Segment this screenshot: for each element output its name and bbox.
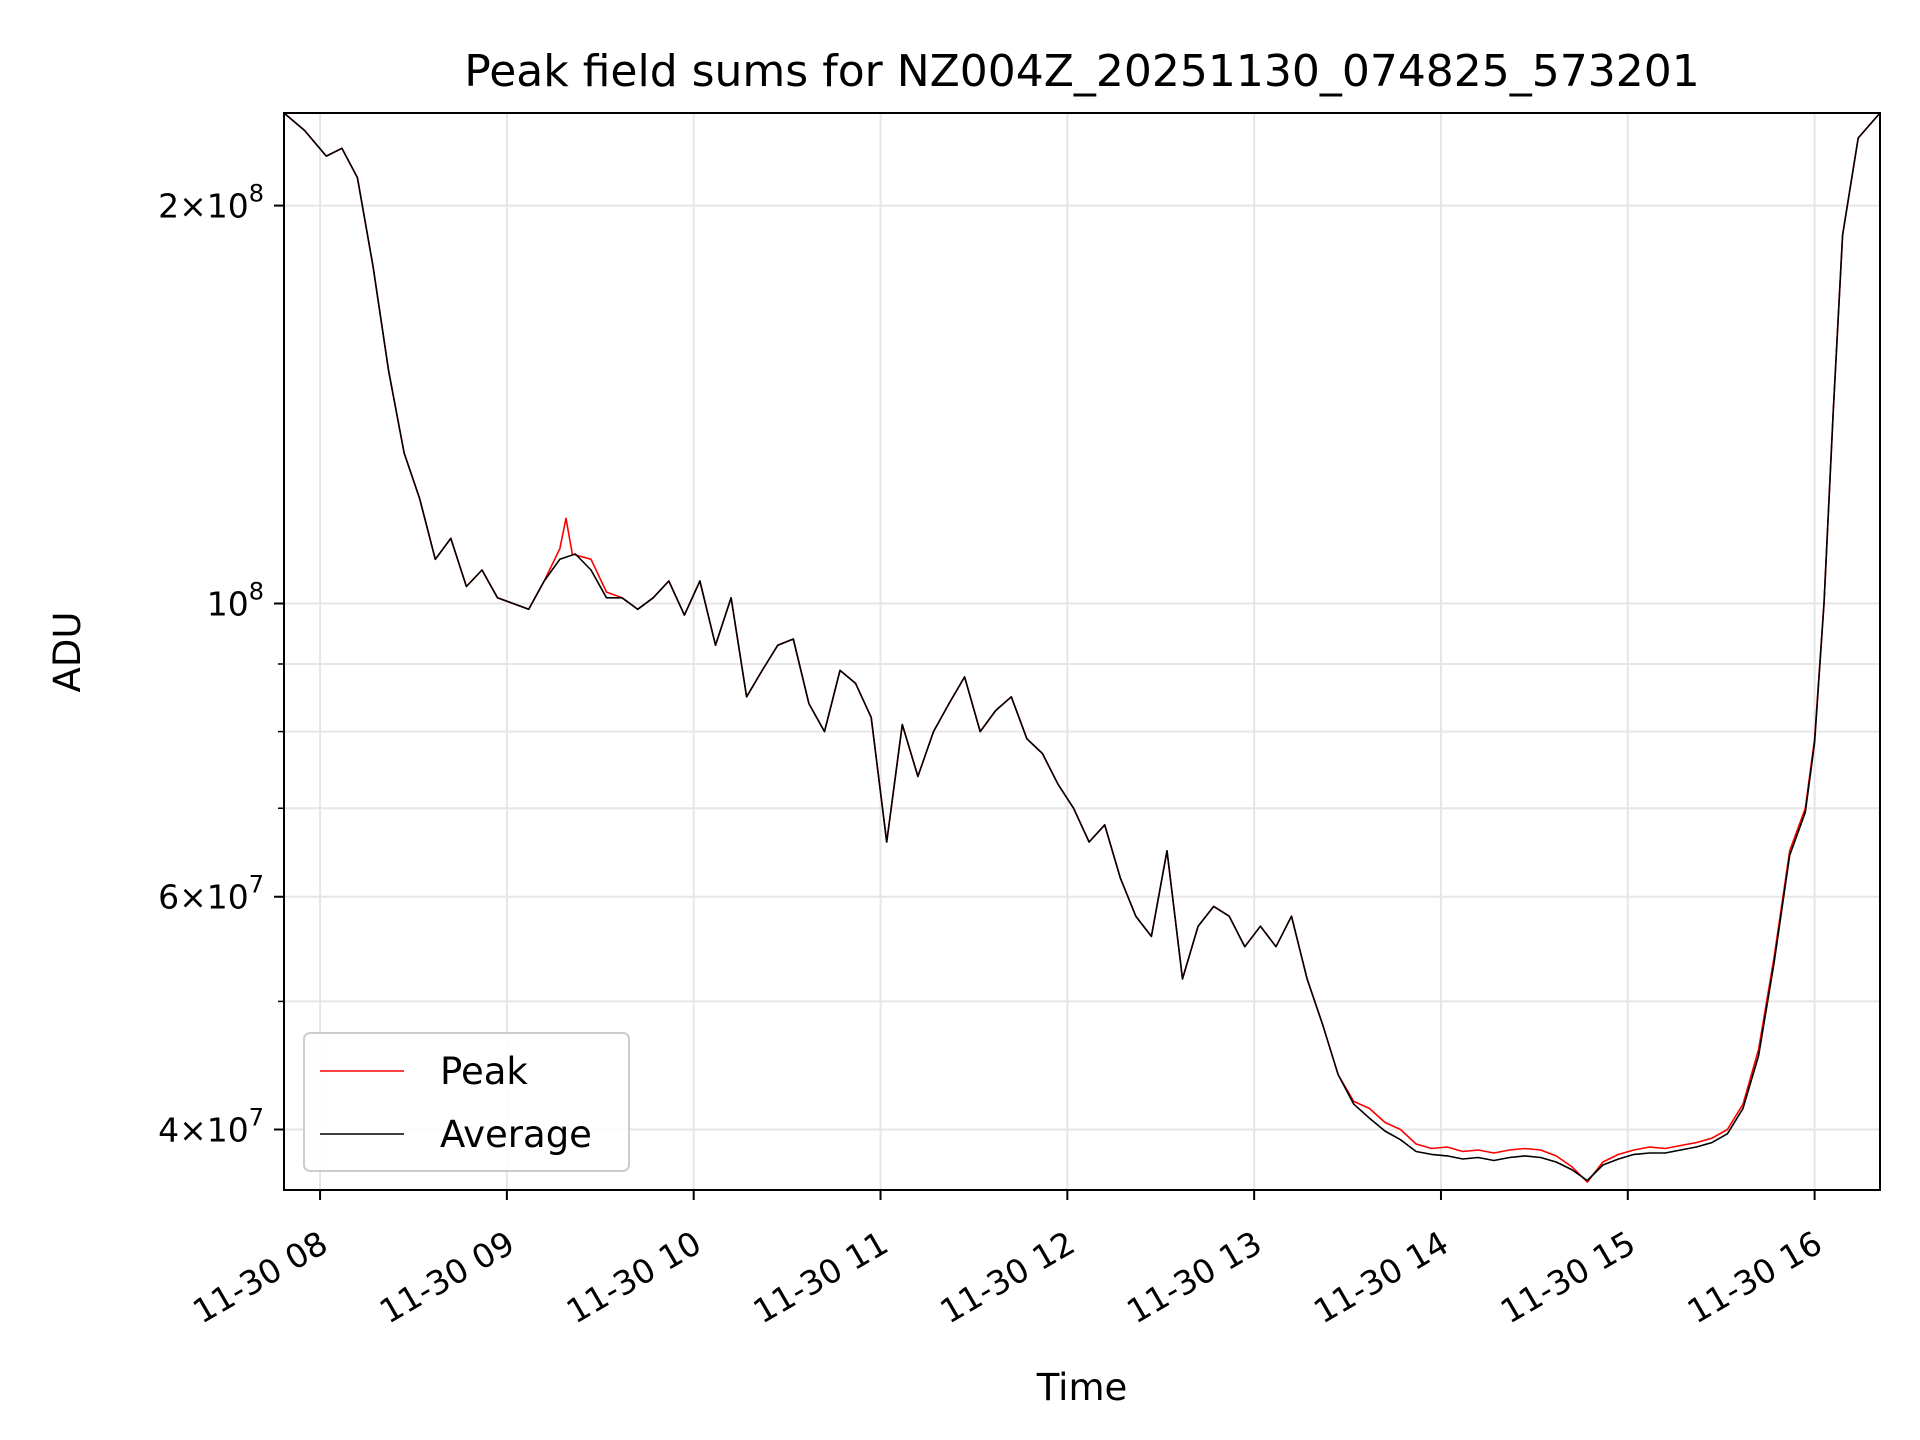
y-tick-base: 2×10 [158,187,249,226]
y-tick-label: 108 [207,577,264,623]
y-tick-label: 2×108 [158,180,264,226]
chart-title: Peak field sums for NZ004Z_20251130_0748… [464,46,1700,97]
grid [284,113,1880,1190]
y-tick-exponent: 8 [249,180,264,208]
series-line-average [283,112,1881,1182]
y-tick-base: 6×10 [158,878,249,917]
legend: Peak Average [303,1032,630,1172]
y-tick-label: 4×107 [158,1104,264,1150]
legend-box [303,1032,630,1172]
plot-lines [283,112,1881,1183]
y-tick-exponent: 7 [249,1104,264,1132]
y-tick-base: 10 [207,584,249,623]
legend-label-peak: Peak [440,1050,528,1093]
y-tick-label: 6×107 [158,871,264,917]
y-tick-exponent: 8 [249,577,264,605]
legend-label-average: Average [440,1113,592,1156]
x-axis-label: Time [1036,1366,1128,1409]
y-tick-exponent: 7 [249,871,264,899]
y-axis-label: ADU [46,612,89,693]
plot-frame [283,112,1881,1191]
y-tick-base: 4×10 [158,1111,249,1150]
